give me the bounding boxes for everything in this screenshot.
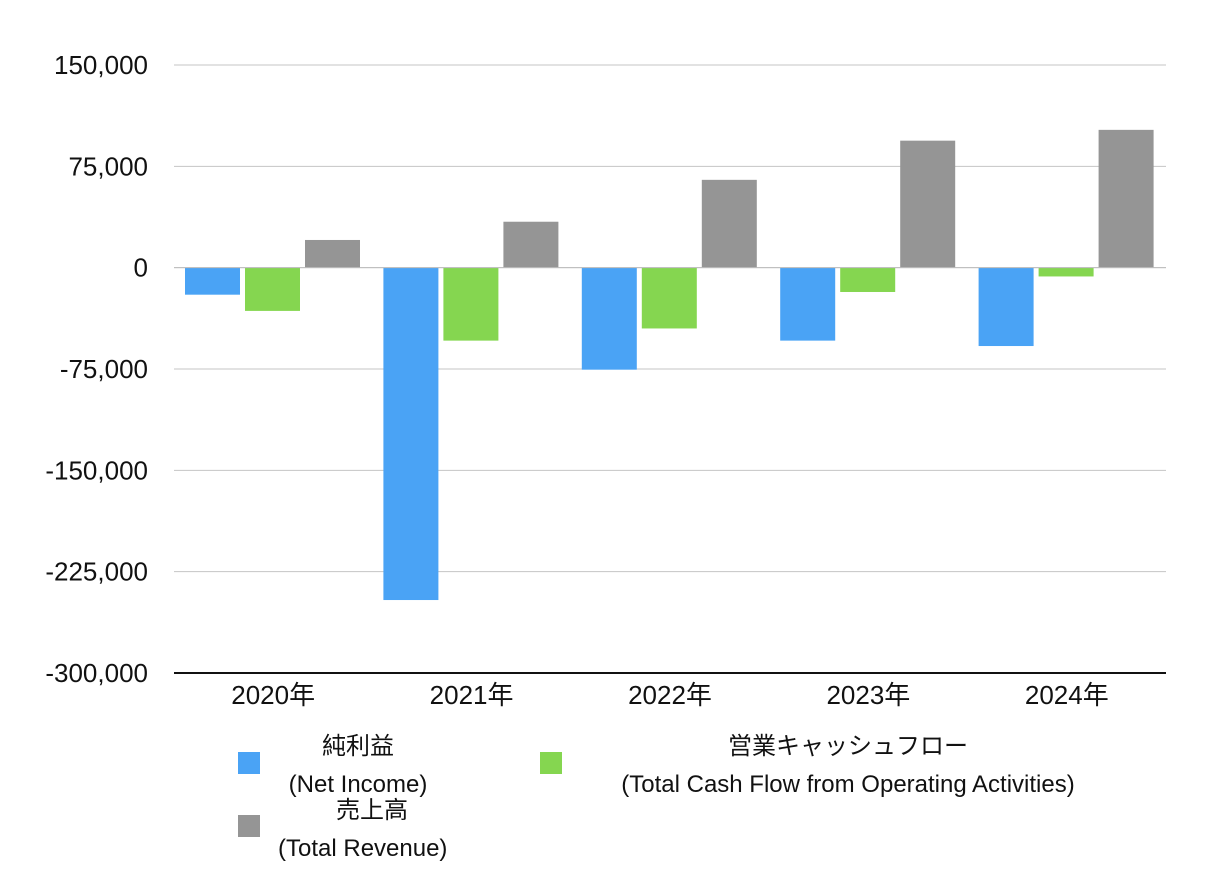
bar-total-revenue — [503, 221, 559, 268]
bar-operating-cash-flow — [840, 267, 896, 292]
bar-total-revenue — [305, 239, 360, 268]
bar-net-income — [185, 267, 240, 295]
bar-total-revenue — [1098, 129, 1154, 268]
x-tick-label: 2021年 — [430, 680, 514, 710]
x-tick-label: 2023年 — [826, 680, 910, 710]
y-tick-label: 75,000 — [68, 151, 148, 181]
bar-operating-cash-flow — [443, 267, 499, 341]
y-tick-label: -150,000 — [45, 455, 148, 485]
bar-net-income — [780, 267, 836, 341]
x-tick-label: 2020年 — [231, 680, 315, 710]
bar-operating-cash-flow — [641, 267, 697, 329]
y-tick-label: 150,000 — [54, 50, 148, 80]
y-tick-label: 0 — [134, 253, 148, 283]
bar-total-revenue — [701, 179, 757, 268]
y-tick-label: -300,000 — [45, 658, 148, 688]
bar-total-revenue — [900, 140, 956, 268]
y-tick-label: -75,000 — [60, 354, 148, 384]
x-tick-label: 2024年 — [1025, 680, 1109, 710]
bar-net-income — [581, 267, 637, 370]
bar-operating-cash-flow — [245, 267, 300, 311]
bar-net-income — [978, 267, 1034, 347]
bar-operating-cash-flow — [1038, 267, 1094, 277]
y-tick-label: -225,000 — [45, 557, 148, 587]
x-tick-label: 2022年 — [628, 680, 712, 710]
bar-net-income — [383, 267, 439, 601]
